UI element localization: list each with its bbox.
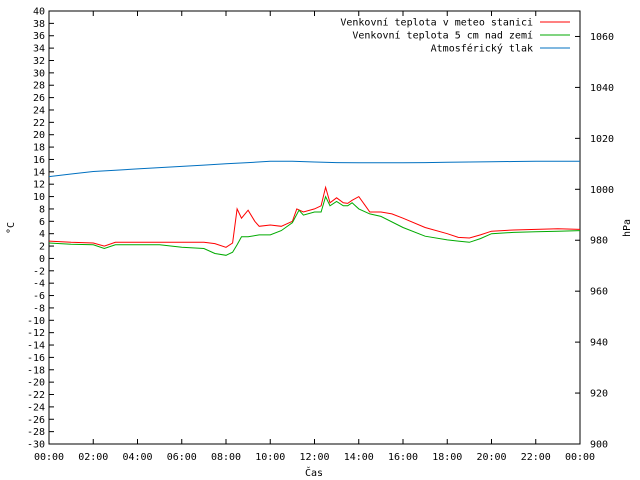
series-line-1 — [48, 185, 581, 248]
series-line-2 — [48, 195, 581, 256]
legend-label: Venkovní teplota 5 cm nad zemí — [352, 30, 533, 42]
x-tick-label: 14:00 — [344, 452, 374, 463]
y-left-tick-label: 20 — [33, 130, 45, 141]
y-left-tick-label: 28 — [33, 81, 45, 92]
y-left-tick-label: -20 — [27, 378, 45, 389]
x-tick-label: 06:00 — [167, 452, 197, 463]
y-left-tick-label: -28 — [27, 427, 45, 438]
y-left-tick-label: 2 — [39, 242, 45, 253]
y-axis-left: -30-28-26-24-22-20-18-16-14-12-10-8-6-4-… — [27, 7, 54, 451]
x-tick-label: 00:00 — [34, 452, 64, 463]
y-right-tick-label: 920 — [590, 389, 608, 400]
y-left-tick-label: 40 — [33, 7, 45, 18]
legend-label: Venkovní teplota v meteo stanici — [340, 17, 533, 29]
x-axis-label: Čas — [305, 466, 323, 479]
y-right-tick-label: 1060 — [590, 32, 614, 43]
series-line-3 — [48, 160, 580, 178]
y-left-tick-label: -2 — [33, 266, 45, 277]
y-left-tick-label: 24 — [33, 105, 45, 116]
y-right-tick-label: 940 — [590, 338, 608, 349]
y-left-tick-label: 14 — [33, 167, 45, 178]
x-tick-label: 10:00 — [255, 452, 285, 463]
y-axis-right-label: hPa — [622, 219, 633, 237]
x-tick-label: 18:00 — [432, 452, 462, 463]
y-left-tick-label: 22 — [33, 118, 45, 129]
series-layer — [48, 160, 581, 256]
y-left-tick-label: 34 — [33, 44, 45, 55]
y-left-tick-label: 26 — [33, 93, 45, 104]
y-left-tick-label: 8 — [39, 204, 45, 215]
y-left-tick-label: -18 — [27, 365, 45, 376]
y-left-tick-label: 0 — [39, 254, 45, 265]
y-right-tick-label: 1040 — [590, 83, 614, 94]
x-tick-label: 04:00 — [122, 452, 152, 463]
y-left-tick-label: 12 — [33, 180, 45, 191]
y-left-tick-label: 38 — [33, 19, 45, 30]
y-left-tick-label: -10 — [27, 316, 45, 327]
y-left-tick-label: -6 — [33, 291, 45, 302]
y-axis-right: 900 920 940 960 980 1000 1020 1040 1060 — [575, 32, 614, 451]
y-left-tick-label: 10 — [33, 192, 45, 203]
x-axis: 00:00 02:00 04:00 06:00 08:00 10:00 12:00 14:00… — [34, 11, 595, 463]
y-left-tick-label: 6 — [39, 217, 45, 228]
y-left-tick-label: 32 — [33, 56, 45, 67]
x-tick-label: 22:00 — [521, 452, 551, 463]
x-tick-label: 00:00 — [565, 452, 595, 463]
y-left-tick-label: 16 — [33, 155, 45, 166]
y-left-tick-label: -4 — [33, 279, 45, 290]
y-right-tick-label: 900 — [590, 440, 608, 451]
y-left-tick-label: -8 — [33, 303, 45, 314]
y-left-tick-label: -16 — [27, 353, 45, 364]
x-tick-label: 20:00 — [476, 452, 506, 463]
y-right-tick-label: 960 — [590, 287, 608, 298]
y-left-tick-label: -26 — [27, 415, 45, 426]
y-left-tick-label: -22 — [27, 390, 45, 401]
x-tick-label: 12:00 — [299, 452, 329, 463]
x-tick-label: 16:00 — [388, 452, 418, 463]
y-right-tick-label: 1020 — [590, 134, 614, 145]
y-left-tick-label: -14 — [27, 341, 45, 352]
legend-label: Atmosférický tlak — [431, 43, 533, 55]
plot-frame — [48, 10, 581, 445]
y-axis-left-label: °C — [6, 222, 17, 234]
legend: Venkovní teplota v meteo staniciVenkovní… — [340, 17, 570, 55]
y-left-tick-label: 4 — [39, 229, 45, 240]
y-left-tick-label: -30 — [27, 440, 45, 451]
x-tick-label: 08:00 — [211, 452, 241, 463]
y-right-tick-label: 980 — [590, 236, 608, 247]
y-left-tick-label: -24 — [27, 402, 45, 413]
y-left-tick-label: 30 — [33, 68, 45, 79]
x-tick-label: 02:00 — [78, 452, 108, 463]
y-left-tick-label: -12 — [27, 328, 45, 339]
y-left-tick-label: 18 — [33, 143, 45, 154]
y-left-tick-label: 36 — [33, 31, 45, 42]
y-right-tick-label: 1000 — [590, 185, 614, 196]
